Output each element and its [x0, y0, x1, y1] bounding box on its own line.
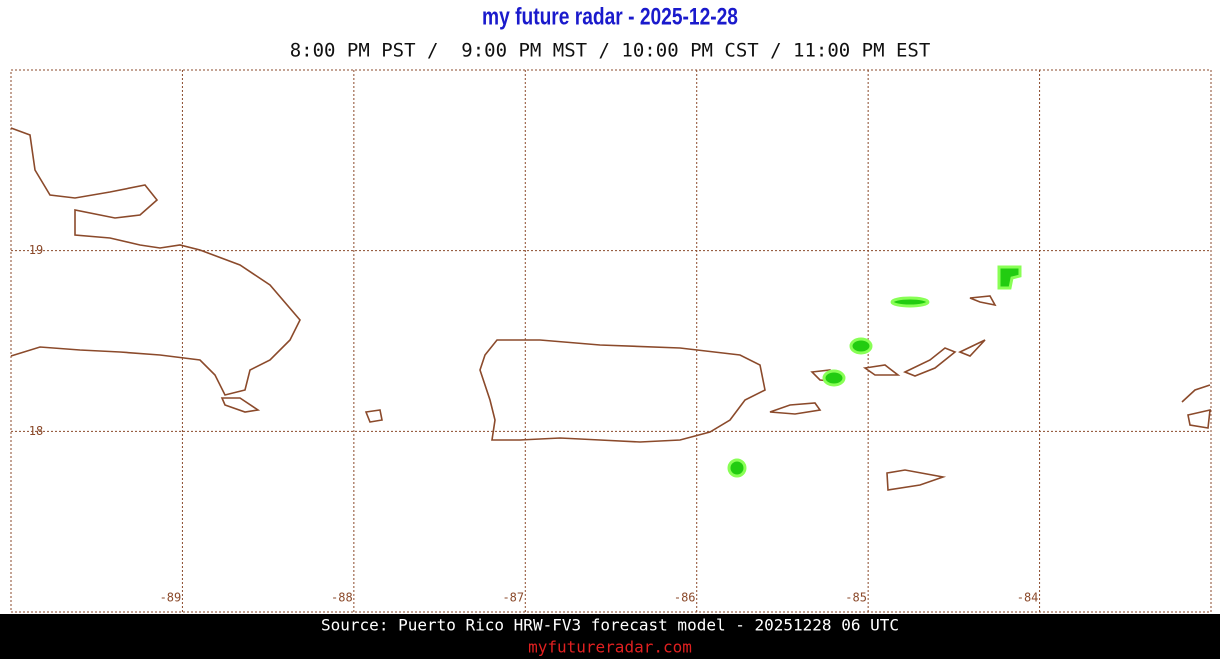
graticule: -89 -88 -87 -86 -85 -84 19 18	[10, 69, 1212, 613]
saona	[220, 397, 261, 413]
rain-cell	[849, 337, 873, 355]
lat-label: 19	[29, 243, 43, 257]
lon-label: -86	[674, 591, 696, 605]
precipitation	[727, 265, 1022, 478]
vieques	[769, 402, 822, 415]
st-john	[903, 347, 957, 377]
lon-label: -84	[1017, 591, 1039, 605]
footer-bar	[0, 614, 1220, 659]
hispaniola	[10, 127, 301, 396]
st-thomas	[862, 364, 901, 376]
rain-cell	[727, 458, 747, 478]
lon-label: -88	[331, 591, 353, 605]
puerto-rico	[479, 339, 766, 443]
subtitle: 8:00 PM PST / 9:00 PM MST / 10:00 PM CST…	[290, 40, 931, 62]
footer-source: Source: Puerto Rico HRW-FV3 forecast mod…	[321, 616, 899, 635]
rain-cell	[997, 265, 1022, 290]
lat-label: 18	[29, 424, 43, 438]
map-frame	[10, 69, 1212, 613]
footer-site[interactable]: myfutureradar.com	[528, 638, 692, 657]
tortola	[958, 339, 986, 357]
title: my future radar - 2025-12-28	[482, 2, 738, 30]
anegada	[969, 295, 997, 307]
rain-cell	[822, 369, 846, 387]
rain-cell	[890, 296, 930, 308]
lon-label: -85	[845, 591, 867, 605]
lon-label: -89	[160, 591, 182, 605]
mona	[364, 409, 383, 423]
eastern-islands	[1181, 384, 1211, 429]
lon-label: -87	[502, 591, 524, 605]
coastlines	[10, 127, 1211, 491]
st-croix	[886, 469, 947, 491]
